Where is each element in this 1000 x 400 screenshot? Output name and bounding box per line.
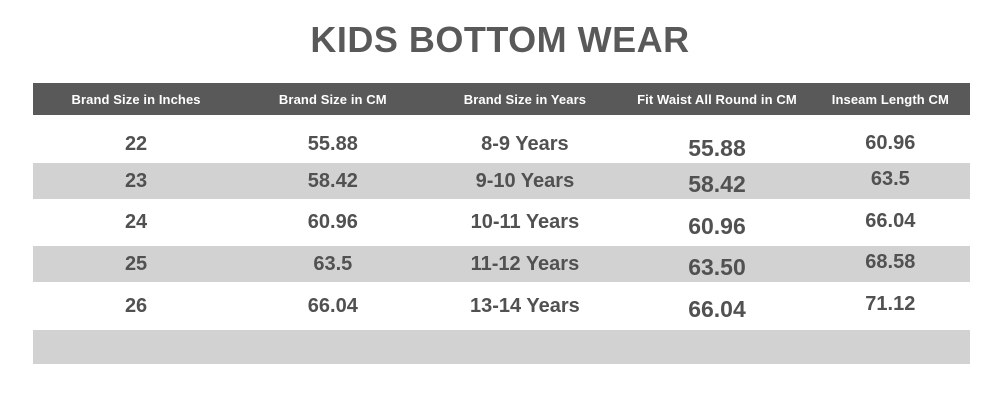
cell-size-inches: 23 [124,169,148,192]
column-header-brand-size-years: Brand Size in Years [463,91,587,107]
page-title: KIDS BOTTOM WEAR [310,19,690,60]
cell-size-inches: 22 [124,133,148,155]
table-row: 22 55.88 8-9 Years 55.88 60.96 [33,115,970,163]
cell-size-cm: 63.5 [313,252,353,275]
cell-empty [33,330,239,364]
cell-fit-waist: 66.04 [688,296,746,322]
cell-empty [623,330,810,364]
cell-size-inches: 24 [124,211,148,233]
column-header-inseam-length-cm: Inseam Length CM [831,91,949,107]
table-row: 24 60.96 10-11 Years 60.96 66.04 [33,199,970,246]
cell-inseam-length: 60.96 [865,131,916,154]
cell-size-cm: 60.96 [307,211,358,233]
cell-size-cm: 55.88 [307,133,358,155]
column-header-brand-size-cm: Brand Size in CM [278,91,387,107]
cell-fit-waist: 60.96 [688,212,746,239]
cell-inseam-length: 66.04 [865,209,916,232]
cell-size-inches: 26 [124,294,148,317]
kids-bottom-wear-size-table: Brand Size in Inches Brand Size in CM Br… [33,83,970,364]
cell-size-years: 11-12 Years [470,252,580,275]
cell-size-inches: 25 [124,252,148,275]
cell-fit-waist: 55.88 [688,135,746,161]
cell-fit-waist: 63.50 [688,254,746,280]
table-row: 23 58.42 9-10 Years 58.42 63.5 [33,163,970,199]
cell-inseam-length: 63.5 [870,168,910,190]
table-row: 25 63.5 11-12 Years 63.50 68.58 [33,246,970,282]
cell-inseam-length: 71.12 [865,293,916,315]
cell-size-cm: 58.42 [307,169,358,192]
table-row: 26 66.04 13-14 Years 66.04 71.12 [33,282,970,330]
cell-size-cm: 66.04 [307,294,358,317]
column-header-fit-waist-all-round-cm: Fit Waist All Round in CM [637,91,797,107]
table-row-empty [33,330,970,364]
cell-empty [811,330,970,364]
column-header-brand-size-inches: Brand Size in Inches [71,91,201,107]
cell-size-years: 13-14 Years [470,294,580,317]
cell-size-years: 9-10 Years [475,169,575,192]
cell-empty [239,330,426,364]
cell-size-years: 10-11 Years [470,211,580,233]
cell-size-years: 8-9 Years [481,133,569,155]
table-header-row: Brand Size in Inches Brand Size in CM Br… [33,83,970,115]
cell-inseam-length: 68.58 [865,251,916,273]
cell-empty [427,330,624,364]
cell-fit-waist: 58.42 [688,171,746,197]
